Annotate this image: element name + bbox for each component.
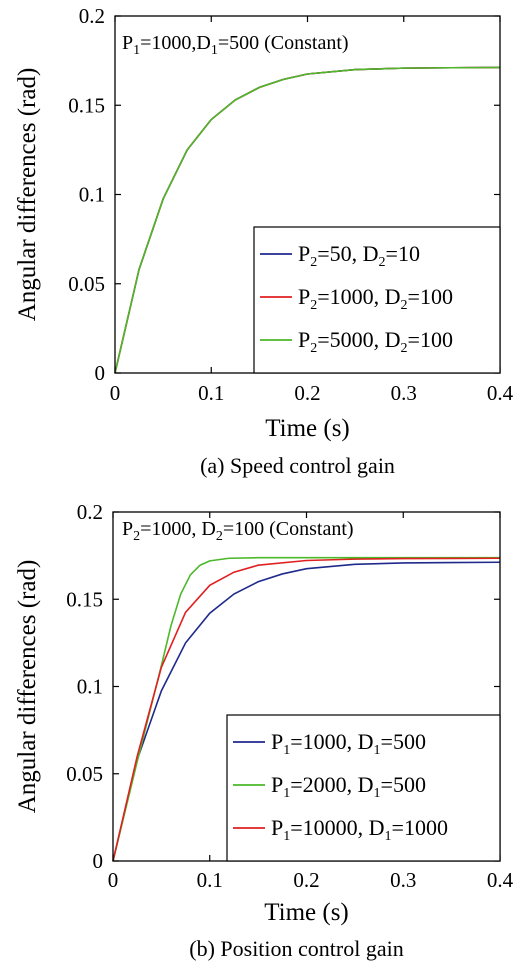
y-tick-label: 0.2 <box>79 4 105 28</box>
text-run: P <box>271 772 283 797</box>
x-tick-label: 0.2 <box>294 381 320 405</box>
text-run: =1000, D <box>290 729 373 754</box>
subscript: 2 <box>379 255 386 270</box>
text-run: P <box>271 815 283 840</box>
legend-box <box>226 714 501 862</box>
subscript: 2 <box>401 341 408 356</box>
subscript: 1 <box>374 786 381 801</box>
x-tick-label: 0.2 <box>293 868 319 892</box>
text-run: =1000 <box>392 815 448 840</box>
text-run: =500 (Constant) <box>218 32 349 54</box>
legend-label-1: P2=50, D2=10 <box>298 241 420 270</box>
figure-caption: (a) Speed control gain <box>200 453 395 478</box>
subscript: 1 <box>283 829 290 844</box>
y-axis-label: Angular differences (rad) <box>14 68 41 322</box>
x-tick-label: 0.1 <box>197 868 223 892</box>
x-axis-label: Time (s) <box>265 415 350 442</box>
subscript: 2 <box>310 341 317 356</box>
series-line-1 <box>112 561 501 862</box>
x-tick-label: 0.3 <box>390 868 416 892</box>
chart-panel-a: 0 0.1 0.2 0.3 0.4 0 0.05 0.1 0.15 0.2 Time (s) Angu… <box>14 4 514 478</box>
y-tick-label: 0.1 <box>79 183 105 207</box>
y-tick-label: 0 <box>95 361 106 385</box>
text-run: =10 <box>386 241 420 266</box>
chart-panel-b: 0 0.1 0.2 0.3 0.4 0 0.05 0.1 0.15 0.2 Time (s) Angu… <box>14 500 514 961</box>
y-tick-label: 0.05 <box>66 762 103 786</box>
text-run: =100 <box>408 284 453 309</box>
y-tick-label: 0.1 <box>77 675 103 699</box>
series-line-3 <box>114 66 501 374</box>
text-run: =500 <box>381 772 426 797</box>
text-run: P <box>122 518 133 540</box>
text-run: =5000, D <box>317 327 400 352</box>
text-run: P <box>298 327 310 352</box>
legend-label-1: P1=1000, D1=500 <box>271 729 426 758</box>
legend-label-2: P1=2000, D1=500 <box>271 772 426 801</box>
x-axis-label: Time (s) <box>264 899 349 926</box>
text-run: =10000, D <box>290 815 384 840</box>
subscript: 2 <box>133 529 140 544</box>
subscript: 2 <box>310 298 317 313</box>
y-tick-label: 0.15 <box>66 587 103 611</box>
legend-label-3: P2=5000, D2=100 <box>298 327 453 356</box>
text-run: =500 <box>381 729 426 754</box>
series-line-3 <box>112 557 501 862</box>
text-run: =1000,D <box>140 32 211 54</box>
subscript: 1 <box>374 743 381 758</box>
subscript: 1 <box>283 743 290 758</box>
y-tick-label: 0.15 <box>68 93 105 117</box>
constant-params-annotation: P1=1000,D1=500 (Constant) <box>122 32 349 58</box>
x-tick-label: 0.4 <box>487 381 514 405</box>
text-run: P <box>122 32 133 54</box>
figure-caption: (b) Position control gain <box>189 936 403 961</box>
text-run: P <box>298 241 310 266</box>
x-tick-label: 0.4 <box>487 868 514 892</box>
y-axis-label: Angular differences (rad) <box>14 560 41 814</box>
y-tick-label: 0.2 <box>77 500 103 524</box>
text-run: P <box>271 729 283 754</box>
subscript: 1 <box>133 43 140 58</box>
x-tick-label: 0 <box>108 868 119 892</box>
text-run: =2000, D <box>290 772 373 797</box>
subscript: 2 <box>401 298 408 313</box>
text-run: P <box>298 284 310 309</box>
text-run: =50, D <box>317 241 378 266</box>
legend-label-3: P1=10000, D1=1000 <box>271 815 448 844</box>
subscript: 1 <box>385 829 392 844</box>
x-tick-label: 0.1 <box>198 381 224 405</box>
x-tick-label: 0 <box>110 381 121 405</box>
y-tick-label: 0 <box>93 849 104 873</box>
legend-label-2: P2=1000, D2=100 <box>298 284 453 313</box>
subscript: 2 <box>216 529 223 544</box>
x-tick-label: 0.3 <box>391 381 417 405</box>
subscript: 2 <box>310 255 317 270</box>
subscript: 1 <box>283 786 290 801</box>
text-run: =100 (Constant) <box>223 518 354 540</box>
constant-params-annotation: P2=1000, D2=100 (Constant) <box>122 518 354 544</box>
subscript: 1 <box>211 43 218 58</box>
y-tick-label: 0.05 <box>68 272 105 296</box>
text-run: =100 <box>408 327 453 352</box>
text-run: =1000, D <box>140 518 216 540</box>
text-run: =1000, D <box>317 284 400 309</box>
legend-box <box>253 226 501 374</box>
